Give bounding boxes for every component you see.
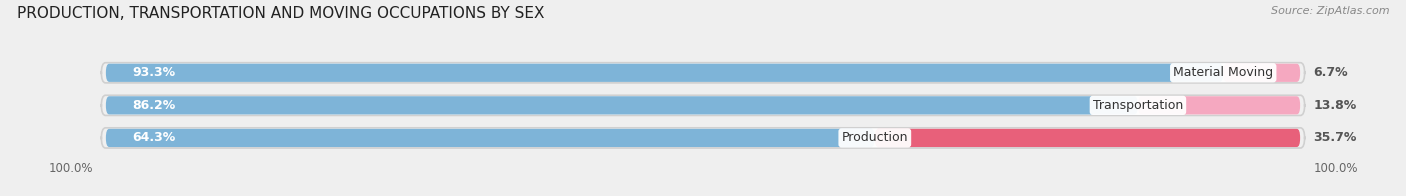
FancyBboxPatch shape bbox=[105, 129, 875, 147]
FancyBboxPatch shape bbox=[1137, 96, 1301, 114]
Text: PRODUCTION, TRANSPORTATION AND MOVING OCCUPATIONS BY SEX: PRODUCTION, TRANSPORTATION AND MOVING OC… bbox=[17, 6, 544, 21]
FancyBboxPatch shape bbox=[105, 64, 1223, 82]
Text: 13.8%: 13.8% bbox=[1313, 99, 1357, 112]
Text: Transportation: Transportation bbox=[1092, 99, 1182, 112]
Text: 6.7%: 6.7% bbox=[1313, 66, 1348, 79]
FancyBboxPatch shape bbox=[875, 129, 1301, 147]
FancyBboxPatch shape bbox=[105, 96, 1301, 114]
Text: 35.7%: 35.7% bbox=[1313, 132, 1357, 144]
Text: Material Moving: Material Moving bbox=[1173, 66, 1274, 79]
Text: 100.0%: 100.0% bbox=[1313, 162, 1358, 175]
FancyBboxPatch shape bbox=[101, 63, 1305, 83]
Text: 64.3%: 64.3% bbox=[132, 132, 176, 144]
FancyBboxPatch shape bbox=[105, 129, 1301, 147]
FancyBboxPatch shape bbox=[1223, 64, 1301, 82]
Text: 100.0%: 100.0% bbox=[48, 162, 93, 175]
FancyBboxPatch shape bbox=[101, 128, 1305, 148]
Text: 93.3%: 93.3% bbox=[132, 66, 176, 79]
FancyBboxPatch shape bbox=[101, 95, 1305, 115]
FancyBboxPatch shape bbox=[105, 64, 1301, 82]
FancyBboxPatch shape bbox=[105, 96, 1137, 114]
Text: Production: Production bbox=[842, 132, 908, 144]
Text: 86.2%: 86.2% bbox=[132, 99, 176, 112]
Text: Source: ZipAtlas.com: Source: ZipAtlas.com bbox=[1271, 6, 1389, 16]
